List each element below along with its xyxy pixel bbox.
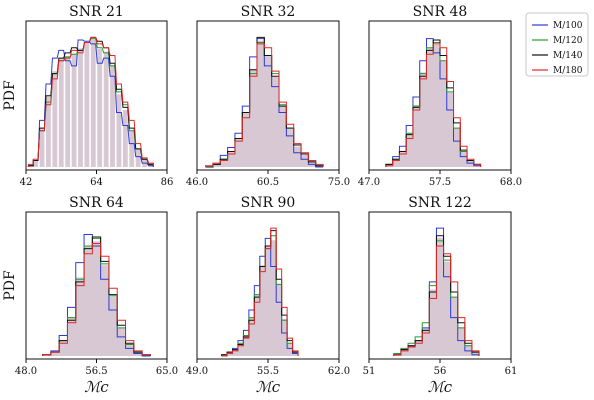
panel-3: SNR 48 47.0 57.5 68.0 <box>358 4 522 188</box>
density-fill <box>28 39 154 167</box>
legend-entry-label: M/100 <box>553 21 583 31</box>
x-axis-label: ℳc <box>428 378 453 396</box>
x-tick-label: 49.0 <box>186 366 208 377</box>
series-M-180-histogram <box>27 36 154 167</box>
x-tick-label: 56 <box>434 366 447 377</box>
panel-title: SNR 90 <box>241 195 296 211</box>
density-fill <box>385 44 481 167</box>
x-tick-label: 56.5 <box>85 366 107 377</box>
panel-6: SNR 122 51 56 61 ℳc <box>363 195 518 396</box>
x-tick-label: 55.5 <box>257 366 279 377</box>
legend: M/100 M/120 M/140 M/180 <box>525 12 589 77</box>
panel-4: SNR 64 48.0 56.5 65.0 PDF ℳc <box>2 195 178 396</box>
panel-title: SNR 21 <box>69 4 124 20</box>
x-tick-label: 46.0 <box>186 177 208 188</box>
series-M-180-histogram <box>385 43 482 167</box>
series-M-180-histogram <box>205 43 324 167</box>
series-M-180-histogram <box>42 242 151 356</box>
x-axis-label: ℳc <box>84 378 109 396</box>
x-tick-label: 60.5 <box>257 177 279 188</box>
x-tick-label: 48.0 <box>15 366 37 377</box>
x-tick-label: 68.0 <box>500 177 522 188</box>
series-M-180-histogram <box>393 245 480 356</box>
x-tick-label: 51 <box>363 366 376 377</box>
legend-box <box>525 12 589 77</box>
legend-entry-label: M/120 <box>553 36 583 46</box>
x-tick-label: 47.0 <box>358 177 380 188</box>
series-M-180-histogram <box>221 227 299 357</box>
y-axis-label: PDF <box>2 270 18 301</box>
series-M-100-histogram <box>27 39 154 167</box>
panel-1: SNR 21 42 64 86 PDF <box>2 4 173 188</box>
x-tick-label: 57.5 <box>429 177 451 188</box>
x-tick-label: 64 <box>90 177 103 188</box>
panel-title: SNR 122 <box>408 195 472 211</box>
panel-title: SNR 48 <box>413 4 468 20</box>
panel-title: SNR 64 <box>69 195 124 211</box>
x-tick-label: 75.0 <box>328 177 350 188</box>
panel-title: SNR 32 <box>241 4 296 20</box>
x-tick-label: 86 <box>161 177 174 188</box>
panel-2: SNR 32 46.0 60.5 75.0 <box>186 4 350 188</box>
legend-entry-label: M/180 <box>553 66 583 76</box>
x-tick-label: 61 <box>505 366 518 377</box>
panel-5: SNR 90 49.0 55.5 62.0 ℳc <box>186 195 350 396</box>
x-axis-label: ℳc <box>256 378 281 396</box>
y-axis-label: PDF <box>2 80 18 111</box>
x-tick-label: 62.0 <box>328 366 350 377</box>
x-tick-label: 65.0 <box>156 366 178 377</box>
density-fill <box>42 241 151 356</box>
x-tick-label: 42 <box>20 177 33 188</box>
legend-entry-label: M/140 <box>553 51 583 61</box>
